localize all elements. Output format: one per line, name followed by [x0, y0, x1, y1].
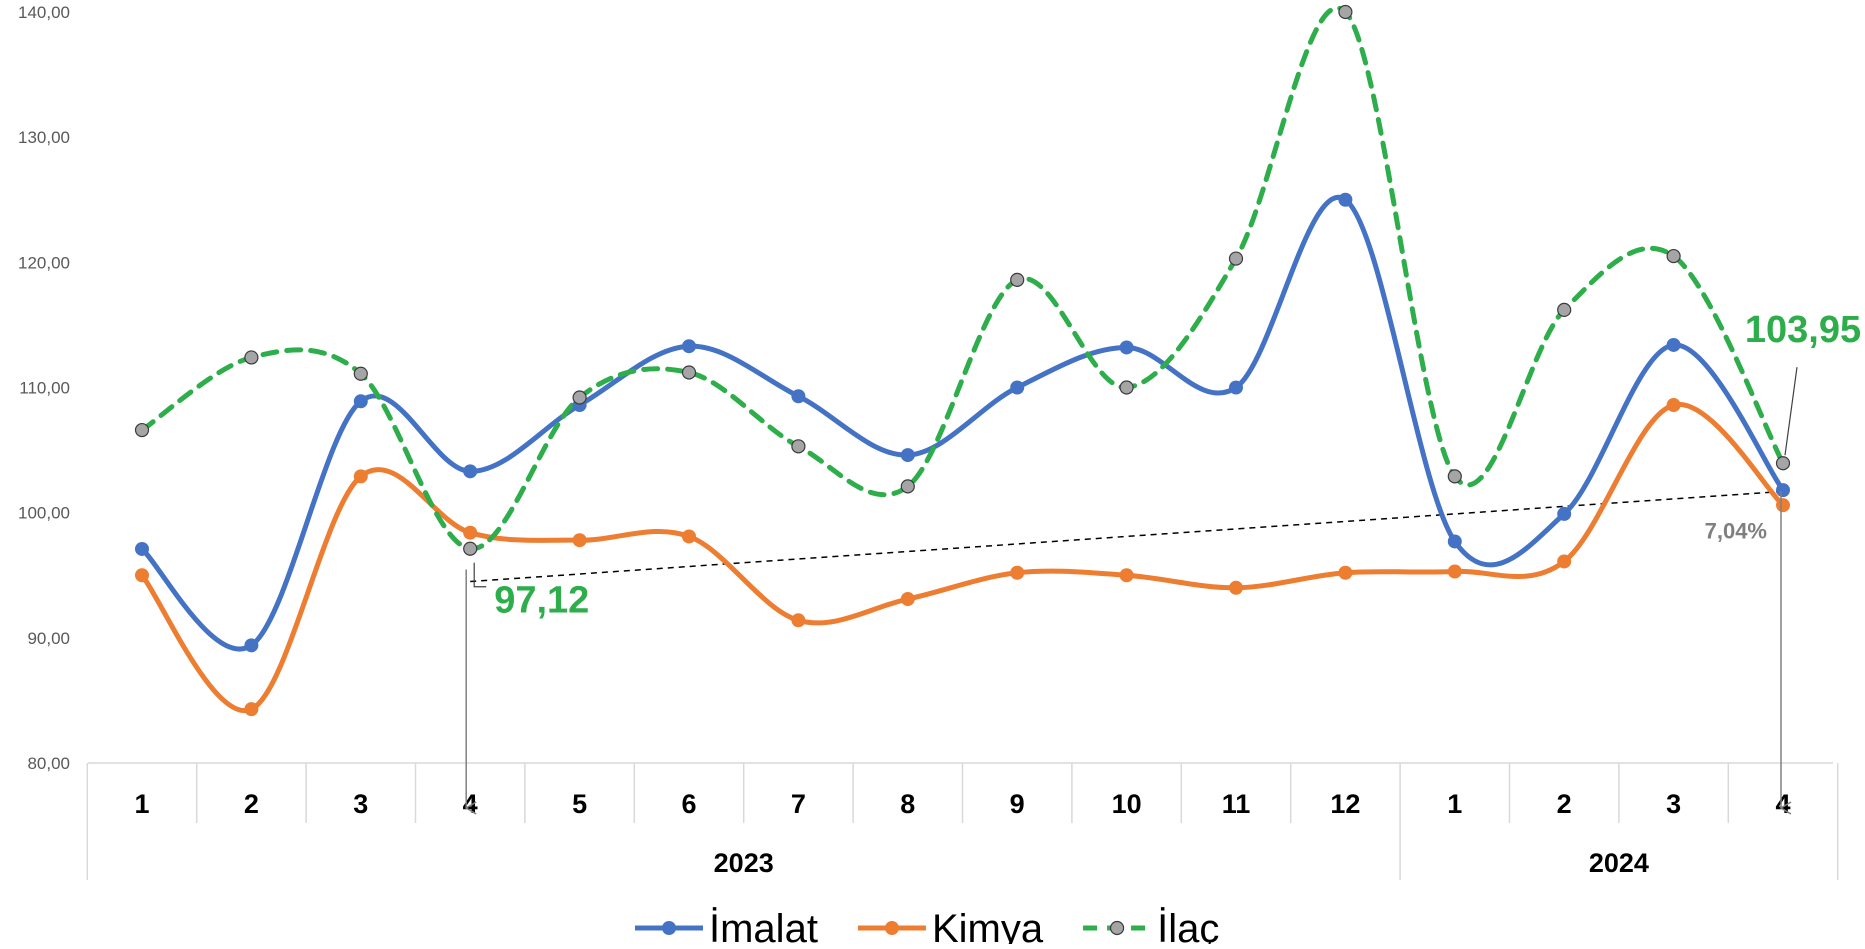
x-tick-label: 6	[681, 789, 696, 819]
trend-percentage-label: 7,04%	[1705, 518, 1767, 543]
y-tick-label: 120,00	[18, 253, 70, 272]
legend-label: İlaç	[1157, 906, 1219, 944]
series-point	[1010, 272, 1025, 287]
series-point	[1666, 398, 1681, 413]
y-tick-label: 80,00	[27, 754, 70, 773]
series-point	[1666, 337, 1681, 352]
series-point	[134, 422, 150, 438]
series-line	[139, 402, 1786, 714]
x-tick-label: 1	[1447, 789, 1462, 819]
series-point	[1447, 534, 1462, 549]
callout-label: 103,95	[1745, 309, 1861, 351]
series-point	[900, 448, 915, 463]
x-tick-label: 7	[791, 789, 806, 819]
series-point	[1119, 340, 1134, 355]
series-point	[1119, 568, 1134, 583]
y-tick-label: 130,00	[18, 128, 70, 147]
series-point	[1228, 251, 1244, 266]
series-point	[353, 394, 368, 409]
series-point	[1775, 456, 1791, 471]
series-point	[900, 479, 915, 494]
series-point	[1557, 554, 1572, 569]
x-tick-label: 5	[572, 789, 587, 819]
x-tick-label: 9	[1010, 789, 1025, 819]
y-tick-label: 90,00	[27, 629, 70, 648]
series-point	[572, 533, 587, 548]
series-point	[1338, 4, 1353, 20]
x-tick-label: 4	[463, 789, 478, 819]
series-point	[1776, 498, 1790, 513]
series-point	[244, 638, 259, 653]
series-point	[1338, 192, 1353, 207]
series-point	[1010, 565, 1025, 580]
series-point	[463, 464, 478, 479]
y-tick-label: 140,00	[18, 3, 70, 22]
series-point	[1229, 380, 1243, 395]
series-point	[682, 529, 696, 544]
series-point	[791, 613, 806, 628]
series-point	[572, 390, 587, 405]
series-point	[1557, 302, 1572, 317]
series-point	[1447, 469, 1462, 484]
callout-label: 97,12	[494, 580, 589, 622]
legend-swatch-marker	[1109, 920, 1125, 936]
legend-swatch-marker	[884, 921, 899, 935]
series-point	[1010, 380, 1025, 395]
series-line	[139, 194, 1786, 652]
series-point	[1666, 248, 1681, 264]
series-point	[1119, 380, 1134, 395]
series-point	[682, 339, 696, 354]
series-point	[791, 389, 806, 404]
series-line	[139, 5, 1786, 552]
series-point	[463, 525, 478, 540]
legend-label: İmalat	[709, 906, 818, 944]
x-tick-label: 10	[1112, 789, 1142, 819]
y-tick-label: 100,00	[18, 504, 70, 523]
year-group-label: 2024	[1589, 848, 1649, 878]
x-tick-label: 3	[1666, 789, 1681, 819]
series-point	[135, 541, 149, 556]
series-point	[1557, 506, 1572, 521]
x-tick-label: 3	[353, 789, 368, 819]
x-tick-label: 8	[900, 789, 915, 819]
x-tick-label: 2	[244, 789, 259, 819]
series-point	[1776, 483, 1790, 498]
series-point	[1338, 565, 1353, 580]
x-tick-label: 4	[1775, 789, 1790, 819]
series-point	[900, 592, 915, 607]
callout-leader	[1784, 367, 1798, 456]
series-point	[463, 541, 478, 556]
legend-label: Kimya	[932, 907, 1044, 944]
x-tick-label: 12	[1330, 789, 1360, 819]
series-point	[244, 350, 259, 365]
x-tick-label: 1	[134, 789, 149, 819]
series-point	[353, 366, 368, 381]
series-point	[681, 365, 697, 380]
series-point	[1229, 580, 1243, 595]
y-tick-label: 110,00	[19, 379, 70, 398]
x-tick-label: 2	[1557, 789, 1572, 819]
series-point	[791, 439, 806, 454]
year-group-label: 2023	[714, 848, 774, 878]
series-point	[1447, 564, 1462, 579]
legend-swatch-marker	[662, 921, 676, 935]
series-point	[244, 702, 259, 717]
callout-leader	[473, 562, 487, 588]
series-point	[135, 568, 149, 583]
series-point	[353, 469, 368, 484]
x-tick-label: 11	[1222, 789, 1251, 819]
